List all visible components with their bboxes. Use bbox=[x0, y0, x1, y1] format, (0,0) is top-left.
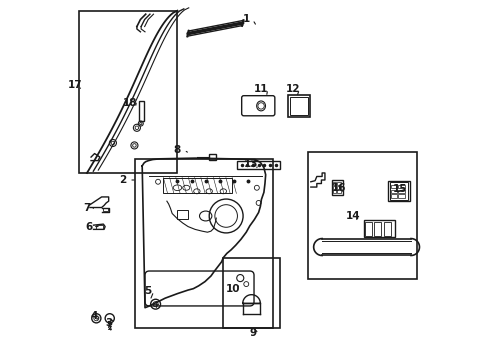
Text: 5: 5 bbox=[143, 286, 151, 296]
Bar bbox=[374, 222, 381, 236]
Bar bbox=[331, 180, 343, 195]
Bar bbox=[177, 210, 188, 219]
Text: 14: 14 bbox=[345, 211, 360, 221]
Bar bbox=[163, 177, 232, 193]
Bar bbox=[96, 225, 102, 229]
Bar bbox=[287, 95, 310, 117]
Bar bbox=[135, 159, 272, 328]
Bar bbox=[332, 190, 336, 193]
Text: 6: 6 bbox=[85, 221, 93, 231]
Text: 8: 8 bbox=[174, 145, 181, 155]
Bar bbox=[337, 182, 340, 185]
Text: 9: 9 bbox=[248, 328, 256, 338]
Bar bbox=[208, 154, 216, 159]
Bar bbox=[332, 182, 336, 185]
Bar bbox=[363, 220, 394, 237]
Text: 11: 11 bbox=[254, 84, 268, 94]
Bar bbox=[387, 181, 409, 201]
Bar bbox=[237, 161, 279, 169]
Bar bbox=[337, 190, 340, 193]
Bar bbox=[289, 98, 308, 115]
Bar bbox=[390, 194, 396, 198]
Text: 17: 17 bbox=[68, 80, 82, 90]
Bar bbox=[365, 222, 371, 236]
Text: 15: 15 bbox=[392, 184, 407, 194]
Text: 1: 1 bbox=[242, 14, 249, 24]
Text: 12: 12 bbox=[285, 84, 300, 94]
Text: 16: 16 bbox=[331, 183, 346, 193]
Bar bbox=[390, 185, 396, 189]
Text: 2: 2 bbox=[119, 175, 126, 185]
Text: 18: 18 bbox=[122, 98, 137, 108]
Bar bbox=[390, 189, 396, 193]
Bar bbox=[307, 152, 417, 279]
Text: 4: 4 bbox=[91, 311, 98, 321]
Bar bbox=[332, 186, 336, 189]
Bar bbox=[79, 11, 177, 173]
Bar bbox=[223, 258, 279, 328]
Text: 13: 13 bbox=[244, 159, 258, 169]
Bar bbox=[102, 208, 107, 211]
Bar bbox=[337, 186, 340, 189]
Bar bbox=[398, 189, 404, 193]
Bar bbox=[383, 222, 390, 236]
Bar bbox=[398, 185, 404, 189]
Bar bbox=[389, 182, 407, 200]
Text: 7: 7 bbox=[83, 203, 90, 213]
Bar bbox=[398, 194, 404, 198]
Text: 10: 10 bbox=[225, 284, 240, 294]
Text: 3: 3 bbox=[105, 318, 112, 328]
Bar bbox=[139, 101, 143, 121]
